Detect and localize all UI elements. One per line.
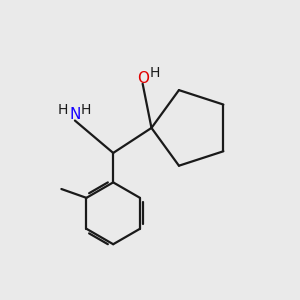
Text: H: H: [81, 103, 91, 117]
Text: H: H: [150, 66, 160, 80]
Text: N: N: [69, 106, 81, 122]
Text: H: H: [57, 103, 68, 117]
Text: O: O: [136, 71, 148, 86]
